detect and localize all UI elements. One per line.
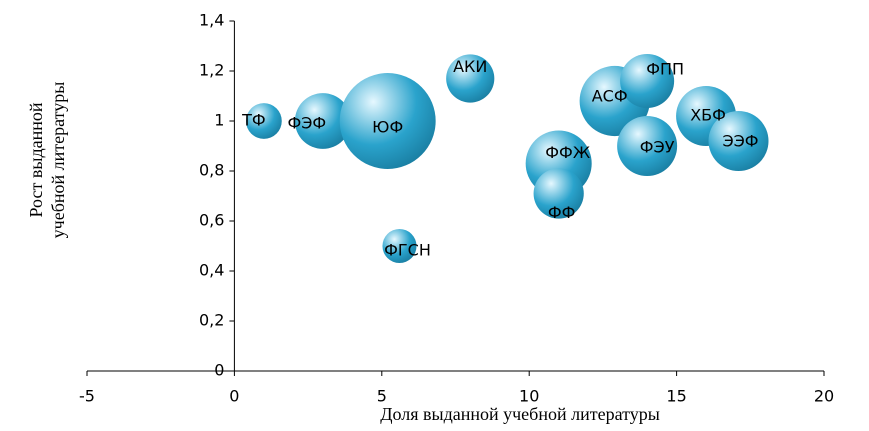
x-tick-label: 10 [519,387,539,406]
y-tick-label: 1,2 [199,61,224,80]
bubble-label: ФЭУ [640,138,675,157]
bubble-label: АКИ [453,57,487,76]
bubble-label: АСФ [592,87,628,106]
bubble-label: ФПП [646,60,684,79]
bubble-label: ТФ [241,111,266,130]
bubble-label: ЭЭФ [722,132,758,151]
x-tick-label: 15 [666,387,686,406]
y-axis-title: Рост выданной [26,102,46,217]
y-tick-label: 1 [214,111,224,130]
x-tick-label: 20 [814,387,834,406]
x-axis-title: Доля выданной учебной литературы [380,404,660,424]
bubble [617,116,678,176]
bubble-label: ХБФ [690,106,726,125]
bubble [620,53,675,109]
bubble-label: ЮФ [372,118,403,137]
y-tick-label: 0,2 [199,311,224,330]
bubble [245,103,282,139]
bubble [382,228,417,264]
y-tick-label: 1,4 [199,11,224,30]
x-tick-label: -5 [79,387,95,406]
y-tick-label: 0,4 [199,261,224,280]
bubble [708,111,769,171]
y-tick-label: 0,6 [199,211,224,230]
bubble [339,73,436,169]
bubble-label: ФФЖ [545,143,590,162]
y-axis-title: учебной литературы [48,82,68,239]
y-tick-label: 0 [214,361,224,380]
bubble [446,54,495,103]
bubble-label: ФГСН [384,241,431,260]
x-tick-label: 0 [229,387,239,406]
bubble-label: ФЭФ [287,114,326,133]
x-tick-label: 5 [377,387,387,406]
bubble [533,168,584,219]
y-tick-label: 0,8 [199,161,224,180]
bubble-label: ФФ [548,203,576,222]
bubble [294,93,351,149]
